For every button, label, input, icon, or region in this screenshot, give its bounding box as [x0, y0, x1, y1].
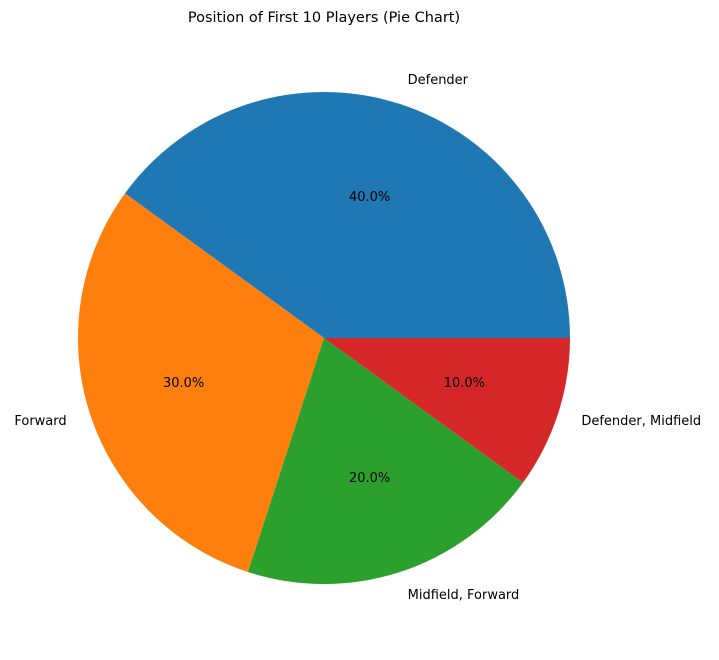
pie-slice-midfield-forward — [247, 338, 524, 584]
slice-label-forward: Forward — [14, 414, 66, 429]
percent-label-forward: 30.0% — [163, 376, 204, 391]
slice-label-defender: Defender — [408, 73, 469, 88]
slice-label-defender-midfield: Defender, Midfield — [581, 414, 701, 429]
percent-label-defender-midfield: 10.0% — [444, 376, 485, 391]
pie-slices — [78, 92, 571, 584]
slice-label-midfield-forward: Midfield, Forward — [408, 588, 520, 603]
pie-slice-defender-midfield — [324, 338, 570, 483]
pie-slice-forward — [78, 193, 325, 572]
percent-label-midfield-forward: 20.0% — [349, 471, 390, 486]
pie-labels: Defender 40.0% Forward 30.0% Midfield, Forwa… — [14, 73, 701, 603]
percent-label-defender: 40.0% — [349, 190, 390, 205]
pie-slice-defender — [124, 92, 571, 338]
chart-title: Position of First 10 Players (Pie Chart) — [188, 10, 460, 26]
